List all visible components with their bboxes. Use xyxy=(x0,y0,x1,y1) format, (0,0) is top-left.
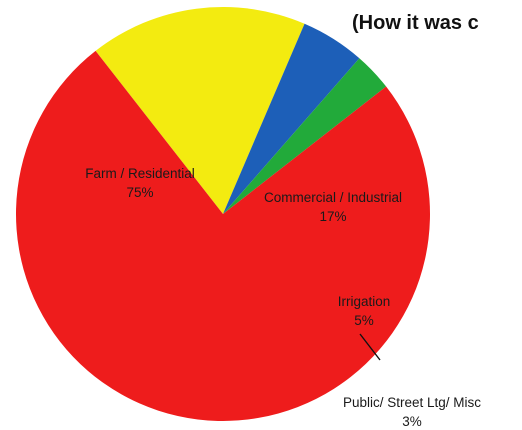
slice-public-street-ltg-misc xyxy=(223,58,387,214)
slice-farm-residential xyxy=(16,50,430,421)
leader-line xyxy=(359,333,381,361)
slice-percent-irrigation: 5% xyxy=(354,313,374,328)
slice-label-public-street-ltg-misc: Public/ Street Ltg/ Misc xyxy=(343,395,481,410)
slice-percent-public-street-ltg-misc: 3% xyxy=(402,414,422,429)
slice-percent-commercial-industrial: 17% xyxy=(319,209,346,224)
slice-irrigation xyxy=(223,23,360,214)
slice-label-irrigation: Irrigation xyxy=(338,294,391,309)
pie-labels: Commercial / Industrial 17% Irrigation 5% Pu… xyxy=(85,166,481,429)
slice-label-commercial-industrial: Commercial / Industrial xyxy=(264,190,402,205)
slice-label-farm-residential: Farm / Residential xyxy=(85,166,195,181)
slice-commercial-industrial xyxy=(95,6,305,215)
chart-title: (How it was c xyxy=(352,12,479,34)
pie-slices xyxy=(16,6,430,421)
slice-percent-farm-residential: 75% xyxy=(126,185,153,200)
